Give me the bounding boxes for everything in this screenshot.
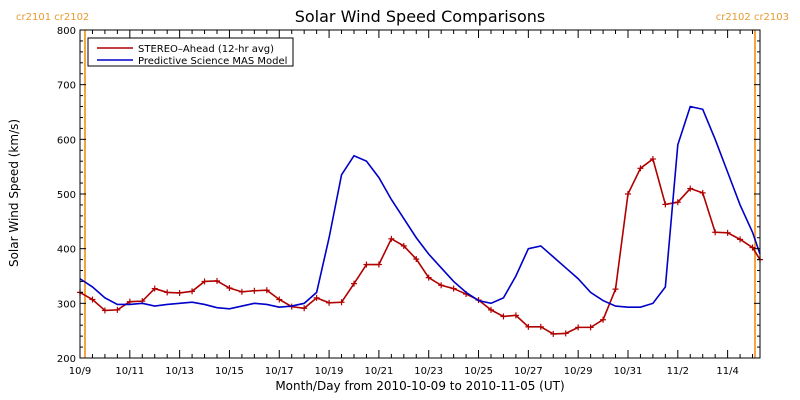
stereo-data-point <box>238 288 245 295</box>
stereo-data-point <box>687 185 694 192</box>
stereo-data-point <box>176 289 183 296</box>
x-tick-label: 10/21 <box>364 366 393 377</box>
stereo-data-point <box>749 244 756 251</box>
stereo-data-point <box>487 306 494 313</box>
stereo-data-point <box>649 156 656 163</box>
legend-label-mas: Predictive Science MAS Model <box>138 56 287 67</box>
stereo-data-point <box>313 294 320 301</box>
stereo-data-point <box>326 299 333 306</box>
stereo-data-point <box>600 316 607 323</box>
stereo-data-point <box>363 261 370 268</box>
x-tick-label: 10/23 <box>414 366 443 377</box>
stereo-data-point <box>114 306 121 313</box>
stereo-series-line <box>79 157 761 335</box>
x-tick-label: 10/13 <box>165 366 194 377</box>
plot-layer <box>77 105 763 337</box>
stereo-data-point <box>213 277 220 284</box>
x-tick-label: 10/29 <box>564 366 593 377</box>
x-tick-label: 11/2 <box>667 366 689 377</box>
y-tick-label: 300 <box>57 299 76 310</box>
stereo-data-point <box>699 189 706 196</box>
legend: STEREO–Ahead (12-hr avg) Predictive Scie… <box>87 37 294 67</box>
stereo-data-point <box>276 296 283 303</box>
stereo-data-point <box>189 288 196 295</box>
stereo-data-point <box>724 229 731 236</box>
carrington-right-label: cr2102 cr2103 <box>716 12 789 23</box>
stereo-data-point <box>400 242 407 249</box>
stereo-data-point <box>674 199 681 206</box>
stereo-data-point <box>438 282 445 289</box>
stereo-data-point <box>550 330 557 337</box>
stereo-data-point <box>624 191 631 197</box>
x-tick-label: 10/15 <box>215 366 244 377</box>
axis-layer: 200 300 400 500 600 700 800 10/9 10/11 10/13 10/15… <box>57 26 761 377</box>
stereo-data-point <box>512 312 519 319</box>
x-tick-label: 10/9 <box>69 366 91 377</box>
stereo-data-point <box>712 229 719 236</box>
y-tick-label: 500 <box>57 190 76 201</box>
y-tick-label: 400 <box>57 245 76 256</box>
stereo-data-point <box>575 324 582 331</box>
x-tick-label: 11/4 <box>716 366 738 377</box>
stereo-data-point <box>450 285 457 292</box>
stereo-data-point <box>263 287 270 294</box>
y-tick-label: 700 <box>57 81 76 92</box>
stereo-data-point <box>251 287 258 294</box>
stereo-data-point <box>612 286 619 293</box>
stereo-data-point <box>201 278 208 285</box>
x-tick-label: 10/27 <box>514 366 543 377</box>
stereo-data-point <box>737 236 744 243</box>
stereo-data-point <box>425 274 432 281</box>
stereo-data-point <box>525 323 532 330</box>
x-tick-label: 10/17 <box>265 366 294 377</box>
carrington-left-label: cr2101 cr2102 <box>16 12 89 23</box>
stereo-data-point <box>375 261 382 268</box>
legend-label-stereo: STEREO–Ahead (12-hr avg) <box>138 44 274 55</box>
stereo-data-point <box>562 330 569 337</box>
stereo-data-point <box>226 285 233 292</box>
stereo-data-point <box>301 305 308 312</box>
stereo-data-point <box>338 299 345 306</box>
stereo-data-point <box>101 307 108 314</box>
x-tick-label: 10/25 <box>464 366 493 377</box>
stereo-data-point <box>388 235 395 242</box>
y-tick-label: 800 <box>57 26 76 37</box>
x-tick-label: 10/31 <box>614 366 643 377</box>
stereo-data-point <box>662 201 669 208</box>
mas-series-line <box>79 105 761 310</box>
stereo-data-point <box>413 256 420 263</box>
stereo-data-point <box>537 323 544 330</box>
stereo-data-point <box>350 280 357 287</box>
y-axis-label: Solar Wind Speed (km/s) <box>7 119 21 267</box>
legend-box <box>87 37 294 67</box>
stereo-data-point <box>500 313 507 320</box>
stereo-data-point <box>89 296 96 303</box>
y-tick-label: 200 <box>57 354 76 365</box>
chart-title: Solar Wind Speed Comparisons <box>295 7 546 26</box>
x-tick-label: 10/11 <box>115 366 144 377</box>
x-tick-label: 10/19 <box>315 366 344 377</box>
stereo-data-point <box>587 324 594 331</box>
y-tick-label: 600 <box>57 135 76 146</box>
stereo-data-point <box>164 289 171 296</box>
x-axis-label: Month/Day from 2010-10-09 to 2010-11-05 … <box>275 379 564 393</box>
stereo-data-point <box>151 285 158 292</box>
stereo-data-point <box>637 165 644 172</box>
